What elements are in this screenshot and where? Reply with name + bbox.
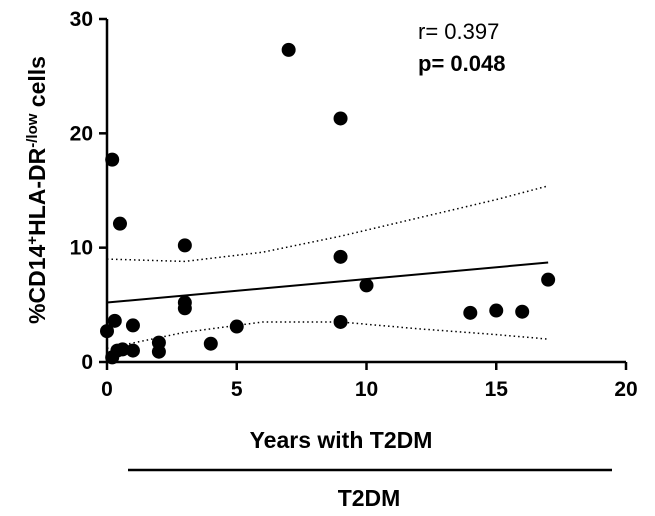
y-title-sup2: -/low	[24, 113, 41, 147]
data-point	[177, 238, 192, 253]
data-points	[100, 42, 556, 365]
data-point	[333, 249, 348, 264]
x-tick-label: 10	[355, 378, 378, 401]
y-title-prefix: %CD14	[24, 244, 50, 323]
data-point	[105, 152, 120, 167]
y-ticks: 0 10 20 30	[70, 8, 107, 374]
data-point	[229, 319, 244, 334]
group-label: T2DM	[338, 485, 401, 511]
y-tick-label: 30	[70, 8, 93, 31]
data-point	[125, 343, 140, 358]
data-point	[333, 314, 348, 329]
p-value: p= 0.048	[418, 51, 505, 76]
x-tick-label: 0	[101, 378, 113, 401]
data-point	[541, 272, 556, 287]
y-title-sup1: +	[24, 236, 41, 245]
data-point	[333, 111, 348, 126]
data-point	[359, 278, 374, 293]
data-point	[112, 216, 127, 231]
y-tick-label: 0	[81, 351, 93, 374]
confidence-band	[106, 185, 549, 350]
x-axis-title: Years with T2DM	[250, 427, 433, 453]
y-tick-label: 10	[70, 237, 93, 260]
data-point	[107, 313, 122, 328]
data-point	[515, 304, 530, 319]
data-point	[177, 301, 192, 316]
axes: 0 5 10 15 20 0 10 20 30	[70, 8, 638, 401]
x-ticks: 0 5 10 15 20	[101, 362, 638, 401]
data-point	[115, 342, 130, 357]
data-point	[203, 336, 218, 351]
correlation-r: r= 0.397	[418, 19, 499, 44]
y-tick-label: 20	[70, 122, 93, 145]
x-tick-label: 20	[614, 378, 637, 401]
y-title-suffix: cells	[24, 56, 50, 114]
y-axis-title: %CD14+HLA-DR-/low cells	[24, 56, 51, 324]
data-point	[489, 303, 504, 318]
data-point	[281, 42, 296, 57]
data-point	[125, 318, 140, 333]
ci-lower-line	[106, 321, 549, 350]
data-point	[463, 305, 478, 320]
data-point	[151, 344, 166, 359]
x-tick-label: 15	[485, 378, 509, 401]
regression-line	[106, 261, 549, 304]
y-title-mid: HLA-DR	[24, 147, 50, 236]
ci-upper-line	[106, 185, 549, 263]
x-tick-label: 5	[231, 378, 243, 401]
